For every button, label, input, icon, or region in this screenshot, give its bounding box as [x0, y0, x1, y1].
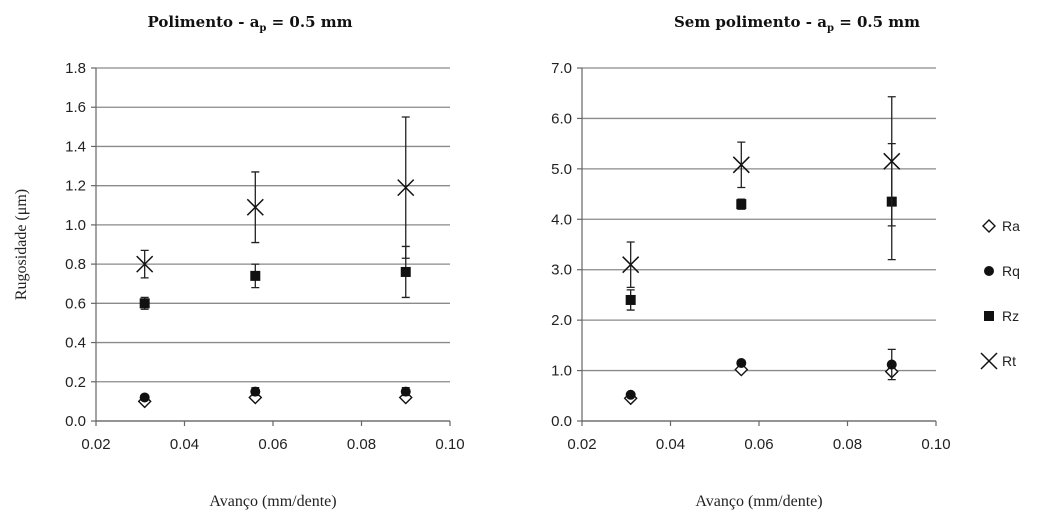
- point-rz: [139, 298, 150, 309]
- x-axis-label: Avanço (mm/dente): [209, 493, 336, 510]
- y-tick-label: 7.0: [551, 60, 572, 77]
- point-rz: [250, 270, 261, 281]
- y-tick-label: 1.6: [65, 99, 86, 116]
- x-tick-label: 0.10: [921, 436, 950, 453]
- legend-label-ra: Ra: [1002, 218, 1020, 234]
- point-rz: [400, 266, 411, 277]
- x-tick-label: 0.02: [567, 436, 596, 453]
- point-rq: [400, 386, 411, 397]
- y-tick-label: 1.4: [65, 138, 86, 155]
- y-tick-label: 1.0: [551, 363, 572, 380]
- y-tick-label: 0.0: [65, 413, 86, 430]
- legend-marker-rq: [984, 266, 994, 276]
- legend-label-rq: Rq: [1002, 263, 1020, 279]
- x-tick-label: 0.06: [258, 436, 287, 453]
- legend-label-rt: Rt: [1002, 353, 1016, 369]
- chart-1: Polimento - ap = 0.5 mm 0.0 0.2 0.4 0.6 0.8 1.…: [13, 13, 465, 510]
- point-rq: [736, 358, 747, 369]
- y-tick-label: 0.8: [65, 256, 86, 273]
- point-rq: [625, 389, 636, 400]
- point-rt: [397, 179, 415, 197]
- y-axis-label: Rugosidade (μm): [13, 189, 30, 300]
- y-tick-label: 0.4: [65, 335, 86, 352]
- y-tick-label: 6.0: [551, 110, 572, 127]
- point-rz: [625, 294, 636, 305]
- point-rt: [246, 198, 264, 216]
- point-rt: [883, 152, 901, 170]
- x-tick-label: 0.08: [833, 436, 862, 453]
- legend-label-rz: Rz: [1002, 308, 1019, 324]
- x-tick-label: 0.08: [347, 436, 376, 453]
- x-tick-label: 0.02: [81, 436, 110, 453]
- y-tick-label: 1.2: [65, 178, 86, 195]
- y-tick-label: 2.0: [551, 312, 572, 329]
- legend-marker-rz: [984, 311, 994, 321]
- y-tick-label: 1.0: [65, 217, 86, 234]
- y-tick-label: 1.8: [65, 60, 86, 77]
- legend-marker-rt: [980, 352, 998, 370]
- x-tick-label: 0.04: [170, 436, 199, 453]
- point-rq: [139, 392, 150, 403]
- y-tick-label: 0.6: [65, 295, 86, 312]
- y-tick-label: 5.0: [551, 161, 572, 178]
- y-tick-label: 0.2: [65, 374, 86, 391]
- point-rt: [136, 255, 154, 273]
- point-rt: [622, 256, 640, 274]
- x-tick-label: 0.10: [435, 436, 464, 453]
- chart-2: Sem polimento - ap = 0.5 mm 0.0 1.0 2.0 3.0 4…: [551, 13, 950, 510]
- x-tick-label: 0.06: [744, 436, 773, 453]
- point-rt: [732, 156, 750, 174]
- y-tick-label: 4.0: [551, 211, 572, 228]
- x-tick-label: 0.04: [656, 436, 685, 453]
- point-rq: [250, 386, 261, 397]
- y-tick-label: 3.0: [551, 262, 572, 279]
- x-axis-label: Avanço (mm/dente): [695, 493, 822, 510]
- point-rq: [886, 359, 897, 370]
- chart-title: Sem polimento - ap = 0.5 mm: [674, 13, 920, 34]
- y-tick-label: 0.0: [551, 413, 572, 430]
- legend-marker-ra: [982, 219, 996, 233]
- chart-title: Polimento - ap = 0.5 mm: [148, 13, 353, 34]
- legend: Ra Rq Rz Rt: [980, 218, 1020, 370]
- point-rz: [736, 199, 747, 210]
